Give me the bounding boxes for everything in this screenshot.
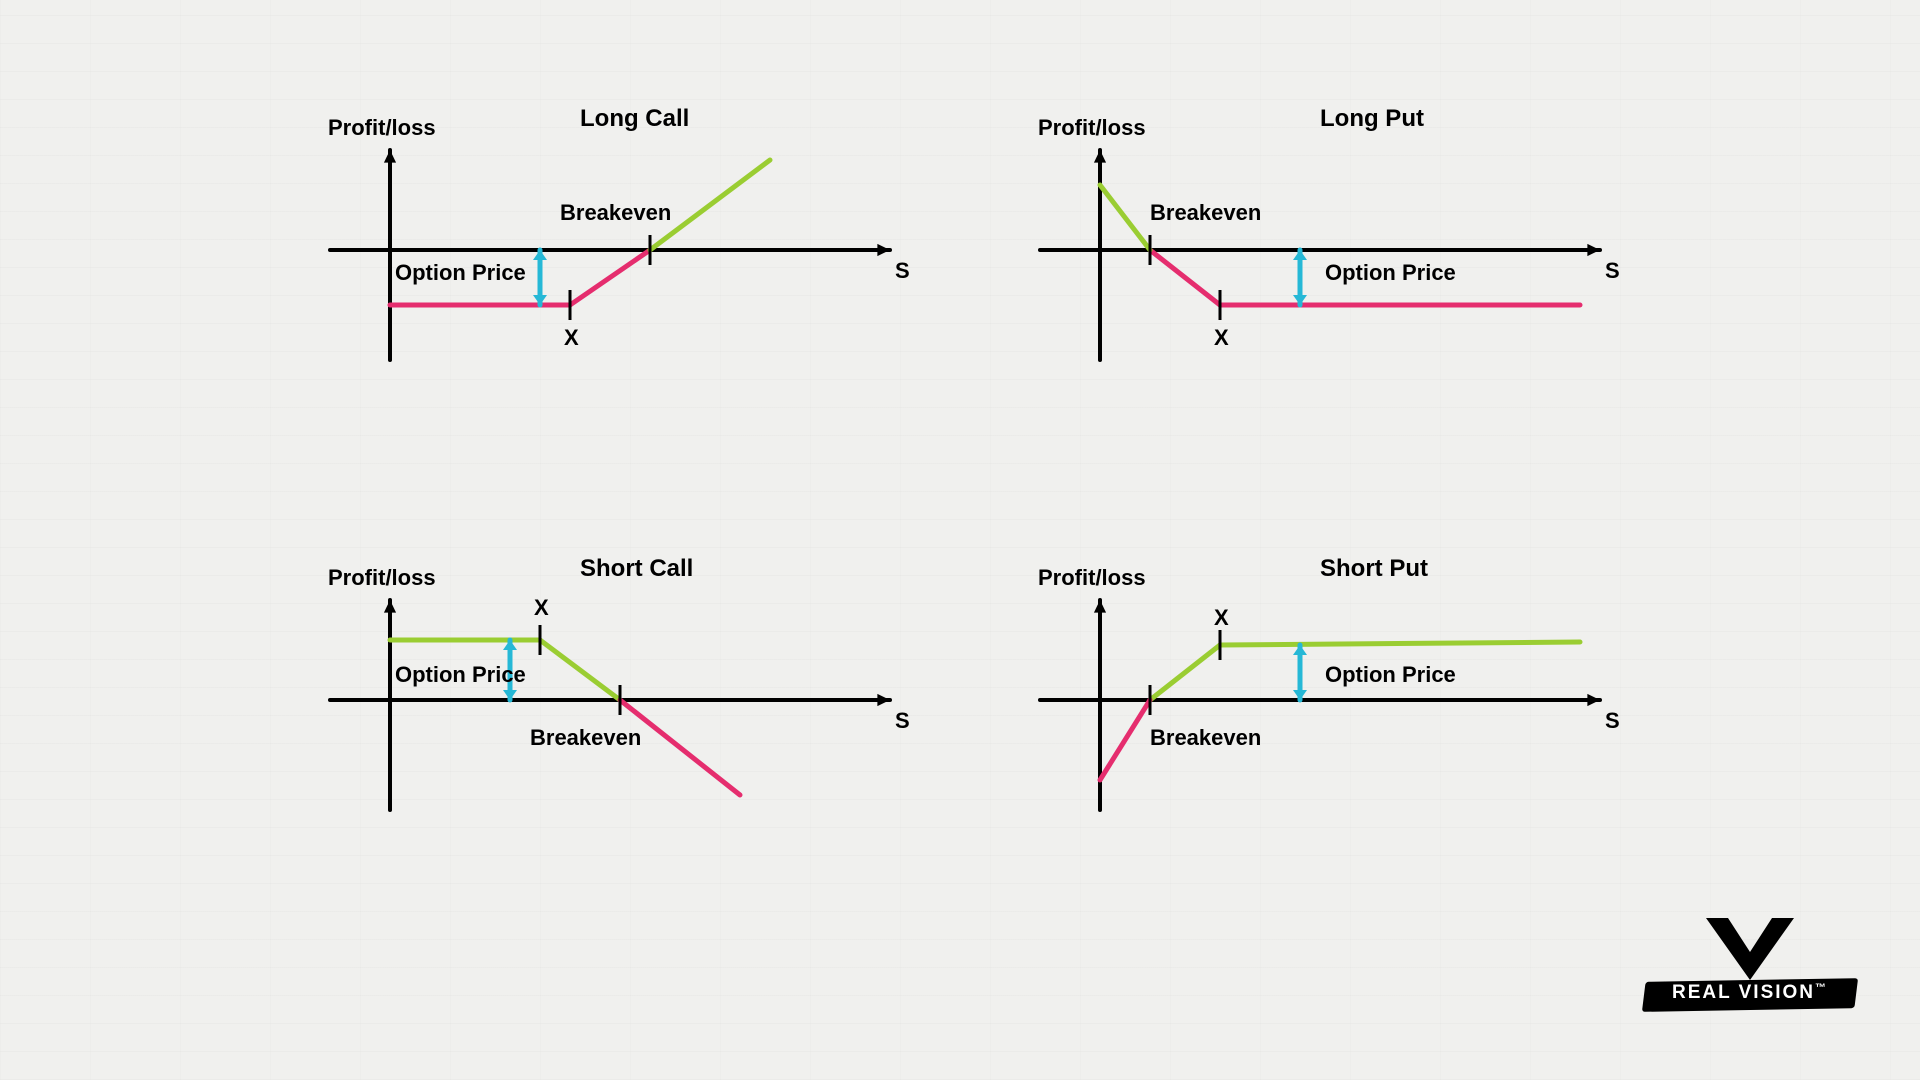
long-put-breakeven-label: Breakeven: [1150, 200, 1261, 226]
long-put-option-price-label: Option Price: [1325, 260, 1456, 286]
long-call-breakeven-label: Breakeven: [560, 200, 671, 226]
logo-text: REAL VISION: [1672, 982, 1815, 1003]
real-vision-logo: REAL VISION™: [1650, 910, 1850, 1010]
short-put-ylabel: Profit/loss: [1038, 565, 1146, 591]
short-put-panel: Short PutProfit/lossSXBreakevenOption Pr…: [1020, 580, 1670, 900]
short-put-title: Short Put: [1320, 555, 1428, 583]
long-put-ylabel: Profit/loss: [1038, 115, 1146, 141]
long-call-title: Long Call: [580, 105, 689, 133]
long-call-xlabel: X: [564, 325, 579, 351]
long-put-slabel: S: [1605, 258, 1620, 284]
short-call-ylabel: Profit/loss: [328, 565, 436, 591]
short-call-option-price-label: Option Price: [395, 662, 526, 688]
short-put-xlabel: X: [1214, 605, 1229, 631]
short-put-breakeven-label: Breakeven: [1150, 725, 1261, 751]
long-put-panel: Long PutProfit/lossSXBreakevenOption Pri…: [1020, 130, 1670, 450]
long-call-ylabel: Profit/loss: [328, 115, 436, 141]
long-call-panel: Long CallProfit/lossSXBreakevenOption Pr…: [310, 130, 960, 450]
short-put-slabel: S: [1605, 708, 1620, 734]
logo-tm: ™: [1815, 982, 1828, 994]
short-put-option-price-label: Option Price: [1325, 662, 1456, 688]
short-call-breakeven-label: Breakeven: [530, 725, 641, 751]
short-call-slabel: S: [895, 708, 910, 734]
short-call-panel: Short CallProfit/lossSXBreakevenOption P…: [310, 580, 960, 900]
short-call-xlabel: X: [534, 595, 549, 621]
long-call-slabel: S: [895, 258, 910, 284]
long-call-option-price-label: Option Price: [395, 260, 526, 286]
long-put-title: Long Put: [1320, 105, 1424, 133]
short-call-title: Short Call: [580, 555, 693, 583]
long-put-xlabel: X: [1214, 325, 1229, 351]
